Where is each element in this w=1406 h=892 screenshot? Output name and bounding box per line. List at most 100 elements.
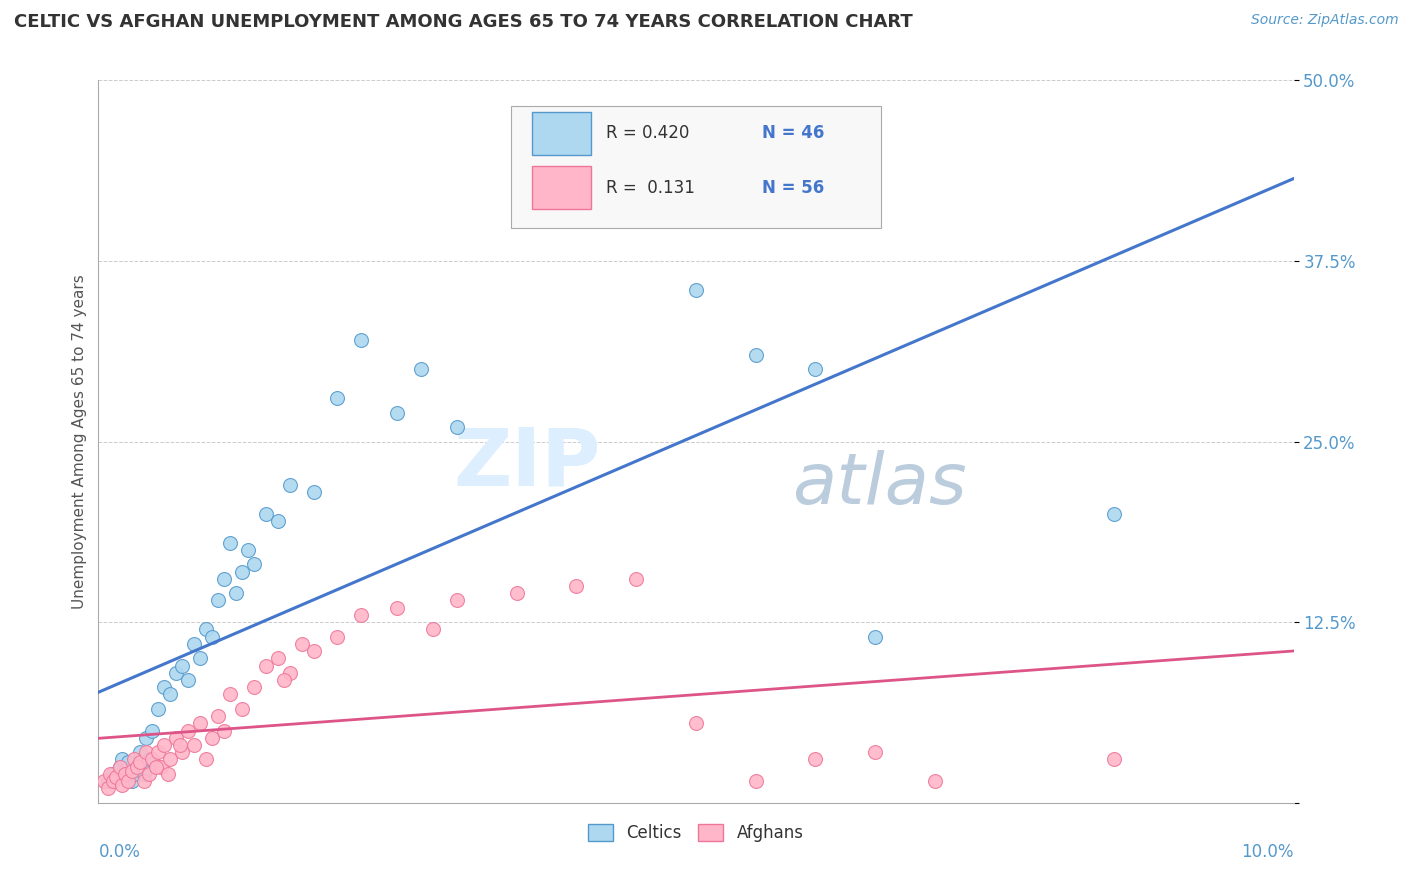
- Point: [865, 630, 887, 644]
- Point: [149, 760, 172, 774]
- FancyBboxPatch shape: [510, 105, 882, 228]
- Point: [745, 348, 768, 362]
- FancyBboxPatch shape: [533, 112, 591, 154]
- Point: [148, 745, 170, 759]
- Point: [111, 752, 134, 766]
- Point: [148, 702, 170, 716]
- Point: [177, 723, 200, 738]
- Point: [156, 767, 179, 781]
- Point: [267, 651, 290, 665]
- Point: [350, 334, 373, 348]
- Point: [172, 658, 194, 673]
- Point: [201, 630, 224, 644]
- Point: [506, 586, 529, 600]
- Point: [183, 637, 205, 651]
- Point: [924, 774, 946, 789]
- Point: [124, 767, 146, 781]
- Point: [278, 665, 301, 680]
- Point: [135, 745, 157, 759]
- Text: R = 0.420: R = 0.420: [606, 124, 690, 142]
- Point: [93, 774, 115, 789]
- Point: [145, 760, 167, 774]
- Point: [231, 565, 253, 579]
- Point: [124, 752, 146, 766]
- Point: [135, 731, 157, 745]
- Point: [125, 760, 148, 774]
- Point: [132, 774, 155, 789]
- Point: [101, 767, 124, 781]
- Point: [121, 764, 143, 778]
- Point: [243, 558, 266, 572]
- Point: [254, 658, 277, 673]
- Point: [141, 723, 163, 738]
- Point: [97, 774, 120, 789]
- Point: [267, 514, 290, 528]
- Point: [159, 752, 181, 766]
- Point: [165, 731, 187, 745]
- Point: [302, 485, 325, 500]
- Point: [183, 738, 205, 752]
- Point: [129, 756, 152, 770]
- Text: 0.0%: 0.0%: [98, 843, 141, 861]
- Point: [188, 716, 211, 731]
- Point: [685, 716, 707, 731]
- Point: [153, 680, 176, 694]
- Point: [165, 665, 187, 680]
- Point: [114, 767, 136, 781]
- Point: [804, 362, 827, 376]
- Point: [865, 745, 887, 759]
- Point: [446, 593, 468, 607]
- Point: [132, 767, 155, 781]
- Point: [243, 680, 266, 694]
- Point: [422, 623, 444, 637]
- Text: N = 56: N = 56: [762, 178, 824, 196]
- Point: [195, 752, 218, 766]
- Point: [129, 745, 152, 759]
- Point: [201, 731, 224, 745]
- Point: [1104, 507, 1126, 521]
- Point: [141, 752, 163, 766]
- Point: [385, 600, 409, 615]
- Point: [231, 702, 253, 716]
- FancyBboxPatch shape: [533, 166, 591, 209]
- Point: [177, 673, 200, 687]
- Legend: Celtics, Afghans: Celtics, Afghans: [582, 817, 810, 848]
- Text: ZIP: ZIP: [453, 425, 600, 502]
- Point: [278, 478, 301, 492]
- Point: [326, 630, 349, 644]
- Point: [219, 535, 242, 549]
- Text: Source: ZipAtlas.com: Source: ZipAtlas.com: [1251, 13, 1399, 28]
- Point: [108, 760, 131, 774]
- Point: [291, 637, 314, 651]
- Point: [172, 745, 194, 759]
- Point: [273, 673, 295, 687]
- Point: [626, 572, 648, 586]
- Text: CELTIC VS AFGHAN UNEMPLOYMENT AMONG AGES 65 TO 74 YEARS CORRELATION CHART: CELTIC VS AFGHAN UNEMPLOYMENT AMONG AGES…: [14, 13, 912, 31]
- Point: [565, 579, 588, 593]
- Point: [111, 779, 134, 793]
- Point: [411, 362, 433, 376]
- Text: 10.0%: 10.0%: [1241, 843, 1294, 861]
- Point: [117, 756, 139, 770]
- Point: [138, 752, 160, 766]
- Point: [98, 767, 122, 781]
- Point: [225, 586, 247, 600]
- Point: [350, 607, 373, 622]
- Point: [121, 774, 143, 789]
- Point: [219, 687, 242, 701]
- Text: atlas: atlas: [792, 450, 966, 519]
- Point: [212, 723, 235, 738]
- Point: [101, 774, 124, 789]
- Point: [446, 420, 468, 434]
- Point: [125, 760, 148, 774]
- Point: [326, 391, 349, 405]
- Point: [745, 774, 768, 789]
- Point: [105, 770, 128, 784]
- Point: [117, 774, 139, 789]
- Text: R =  0.131: R = 0.131: [606, 178, 695, 196]
- Point: [1104, 752, 1126, 766]
- Point: [254, 507, 277, 521]
- Point: [195, 623, 218, 637]
- Point: [236, 542, 259, 557]
- Point: [108, 760, 131, 774]
